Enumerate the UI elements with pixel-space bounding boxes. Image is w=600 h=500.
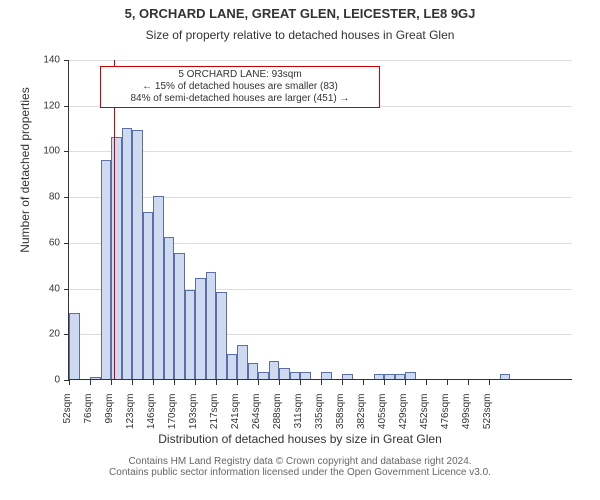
x-tick-mark <box>405 380 406 385</box>
chart-title: 5, ORCHARD LANE, GREAT GLEN, LEICESTER, … <box>0 6 600 21</box>
histogram-bar <box>69 313 80 379</box>
annotation-line: ← 15% of detached houses are smaller (83… <box>105 81 375 93</box>
histogram-bar <box>164 237 175 379</box>
x-tick-mark <box>384 380 385 385</box>
x-tick-mark <box>90 380 91 385</box>
x-tick-mark <box>111 380 112 385</box>
y-tick-mark <box>64 106 69 107</box>
annotation-box: 5 ORCHARD LANE: 93sqm← 15% of detached h… <box>100 66 380 108</box>
x-tick-mark <box>216 380 217 385</box>
y-tick-label: 40 <box>20 283 60 294</box>
x-tick-mark <box>321 380 322 385</box>
histogram-bar <box>143 212 154 379</box>
histogram-bar <box>374 374 385 379</box>
y-tick-mark <box>64 151 69 152</box>
chart-subtitle: Size of property relative to detached ho… <box>0 28 600 42</box>
histogram-bar <box>384 374 395 379</box>
gridline <box>69 151 572 152</box>
gridline <box>69 197 572 198</box>
histogram-bar <box>237 345 248 379</box>
histogram-bar <box>174 253 185 379</box>
histogram-bar <box>258 372 269 379</box>
annotation-line: 84% of semi-detached houses are larger (… <box>105 93 375 105</box>
histogram-bar <box>290 372 301 379</box>
gridline <box>69 60 572 61</box>
y-tick-mark <box>64 289 69 290</box>
x-tick-mark <box>342 380 343 385</box>
x-tick-mark <box>132 380 133 385</box>
x-axis-label: Distribution of detached houses by size … <box>0 432 600 446</box>
histogram-bar <box>269 361 280 379</box>
y-tick-label: 120 <box>20 100 60 111</box>
histogram-bar <box>279 368 290 379</box>
histogram-bar <box>227 354 238 379</box>
histogram-bar <box>216 292 227 379</box>
y-tick-label: 100 <box>20 146 60 157</box>
y-tick-mark <box>64 60 69 61</box>
histogram-bar <box>321 372 332 379</box>
x-tick-mark <box>447 380 448 385</box>
histogram-bar <box>405 372 416 379</box>
histogram-bar <box>153 196 164 379</box>
x-tick-mark <box>300 380 301 385</box>
x-tick-mark <box>174 380 175 385</box>
x-tick-mark <box>258 380 259 385</box>
histogram-bar <box>342 374 353 379</box>
x-tick-mark <box>69 380 70 385</box>
y-tick-label: 80 <box>20 192 60 203</box>
histogram-bar <box>122 128 133 379</box>
histogram-bar <box>132 130 143 379</box>
y-tick-mark <box>64 243 69 244</box>
x-tick-mark <box>468 380 469 385</box>
y-tick-label: 60 <box>20 237 60 248</box>
histogram-bar <box>248 363 259 379</box>
x-tick-mark <box>237 380 238 385</box>
chart-container: { "chart": { "type": "histogram", "title… <box>0 0 600 500</box>
histogram-bar <box>185 290 196 379</box>
y-tick-label: 0 <box>20 375 60 386</box>
x-tick-mark <box>426 380 427 385</box>
histogram-bar <box>195 278 206 379</box>
x-tick-mark <box>195 380 196 385</box>
plot-area <box>68 60 572 380</box>
histogram-bar <box>111 137 122 379</box>
y-tick-mark <box>64 197 69 198</box>
annotation-line: 5 ORCHARD LANE: 93sqm <box>105 69 375 81</box>
histogram-bar <box>101 160 112 379</box>
histogram-bar <box>90 377 101 379</box>
x-tick-mark <box>279 380 280 385</box>
y-tick-label: 140 <box>20 55 60 66</box>
histogram-bar <box>300 372 311 379</box>
histogram-bar <box>500 374 511 379</box>
x-tick-mark <box>363 380 364 385</box>
x-tick-mark <box>153 380 154 385</box>
y-tick-label: 20 <box>20 329 60 340</box>
chart-caption: Contains HM Land Registry data © Crown c… <box>0 456 600 478</box>
histogram-bar <box>206 272 217 379</box>
x-tick-mark <box>489 380 490 385</box>
histogram-bar <box>395 374 406 379</box>
